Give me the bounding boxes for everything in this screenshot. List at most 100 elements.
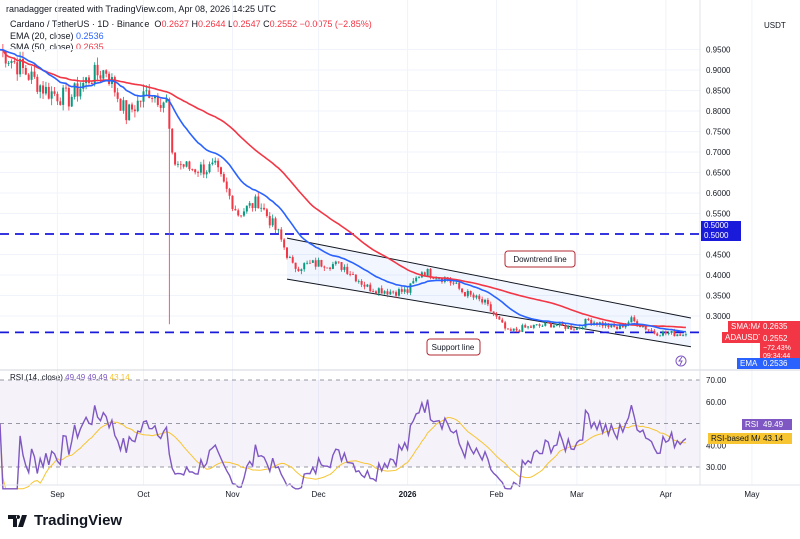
- support-annotation[interactable]: Support line: [426, 338, 481, 356]
- candle-body: [463, 292, 466, 297]
- candle-body: [558, 322, 561, 326]
- candle-body: [334, 261, 337, 265]
- candle-body: [352, 274, 355, 275]
- candle-body: [228, 188, 231, 196]
- candle-body: [188, 161, 191, 170]
- candle-body: [363, 284, 366, 287]
- candle-body: [125, 100, 128, 121]
- rsi-tick: 40.00: [706, 441, 727, 450]
- downtrend-line: [286, 237, 692, 319]
- candle-body: [676, 334, 679, 337]
- candle-body: [409, 283, 412, 293]
- channel: [0, 233, 700, 348]
- candle-body: [291, 257, 294, 263]
- candle-body: [87, 77, 90, 83]
- candle-body: [415, 277, 418, 282]
- candle-body: [39, 85, 42, 92]
- sma-label: SMA (50, close): [10, 42, 74, 52]
- time-axis[interactable]: Sep Oct Nov Dec 2026 Feb Mar Apr May: [50, 490, 759, 499]
- candle-body: [274, 218, 277, 230]
- candle-body: [374, 291, 377, 294]
- candle-body: [659, 335, 662, 337]
- credit-text: ranadagger created with TradingView.com,…: [6, 4, 276, 14]
- candle-body: [113, 77, 116, 93]
- candle-body: [449, 279, 452, 283]
- candle-body: [240, 215, 243, 217]
- time-tick: Apr: [660, 490, 673, 499]
- rsi-ma-line: [0, 416, 686, 490]
- time-tick: 2026: [399, 490, 417, 499]
- candle-body: [544, 322, 547, 326]
- rsi-tick: 30.00: [706, 463, 727, 472]
- time-tick: Oct: [137, 490, 150, 499]
- candle-body: [570, 325, 573, 330]
- candle-body: [395, 292, 398, 296]
- ema-20-line: [0, 48, 686, 333]
- candle-body: [133, 109, 136, 112]
- candle-body: [587, 318, 590, 320]
- rsi-legend[interactable]: RSI (14, close) 49.49 49.49 43.14: [10, 373, 130, 382]
- rsi-name-tag: RSI: [745, 420, 758, 429]
- high-value: 0.2644: [197, 19, 226, 29]
- ema-name-tag: EMA: [740, 359, 758, 368]
- sma-legend[interactable]: SMA (50, close) 0.2635: [10, 42, 104, 52]
- o-label: O: [154, 19, 162, 29]
- ema-legend[interactable]: EMA (20, close) 0.2536: [10, 31, 104, 41]
- candle-body: [27, 74, 30, 80]
- candle-body: [265, 209, 268, 217]
- candle-body: [521, 325, 524, 332]
- candle-body: [340, 262, 343, 270]
- candle-body: [254, 196, 257, 208]
- level-tag-top-bg: [701, 221, 741, 231]
- alert-icon[interactable]: [675, 355, 687, 367]
- candle-body: [584, 318, 587, 328]
- candle-body: [392, 291, 395, 293]
- candle-body: [33, 71, 36, 77]
- candle-body: [13, 61, 16, 63]
- candle-body: [185, 161, 188, 167]
- candle-body: [108, 73, 111, 84]
- candle-body: [682, 334, 685, 336]
- candle-body: [506, 328, 509, 330]
- candle-body: [438, 278, 441, 280]
- tradingview-logo[interactable]: TradingView: [8, 512, 122, 529]
- price-tick: 0.3000: [706, 312, 731, 321]
- candle-body: [323, 266, 326, 268]
- candle-body: [53, 91, 56, 94]
- candle-body: [237, 210, 240, 216]
- rsi-label: RSI (14, close): [10, 373, 63, 382]
- candle-body: [24, 68, 27, 75]
- candle-body: [42, 85, 45, 94]
- candle-body: [73, 83, 76, 97]
- open-value: 0.2627: [161, 19, 189, 29]
- symbol-tag-bg: [760, 332, 800, 360]
- candle-body: [245, 205, 248, 212]
- candle-body: [283, 239, 286, 248]
- candle-body: [418, 277, 421, 279]
- candle-body: [590, 319, 593, 325]
- support-label: Support line: [432, 343, 475, 352]
- downtrend-annotation[interactable]: Downtrend line: [504, 250, 576, 268]
- candle-body: [498, 316, 501, 320]
- candle-body: [403, 289, 406, 292]
- candle-body: [357, 280, 360, 282]
- candle-body: [205, 172, 208, 175]
- price-axis[interactable]: 0.9500 0.9000 0.8500 0.8000 0.7500 0.7000 0.65…: [706, 21, 786, 472]
- candle-body: [82, 82, 85, 89]
- sma-value-tag-bg: [760, 321, 800, 332]
- candle-body: [644, 326, 647, 330]
- candle-body: [504, 322, 507, 329]
- candle-body: [346, 266, 349, 274]
- candle-body: [515, 328, 518, 331]
- h-label: H: [191, 19, 198, 29]
- time-tick: Nov: [225, 490, 239, 499]
- candle-body: [136, 100, 139, 112]
- candle-body: [664, 331, 667, 334]
- candle-body: [314, 260, 317, 267]
- low-value: 0.2547: [233, 19, 261, 29]
- candle-body: [475, 295, 478, 298]
- candle-body: [369, 284, 372, 292]
- time-tick: Feb: [490, 490, 504, 499]
- rsi-ma-name-tag: RSI-based MA: [711, 434, 764, 443]
